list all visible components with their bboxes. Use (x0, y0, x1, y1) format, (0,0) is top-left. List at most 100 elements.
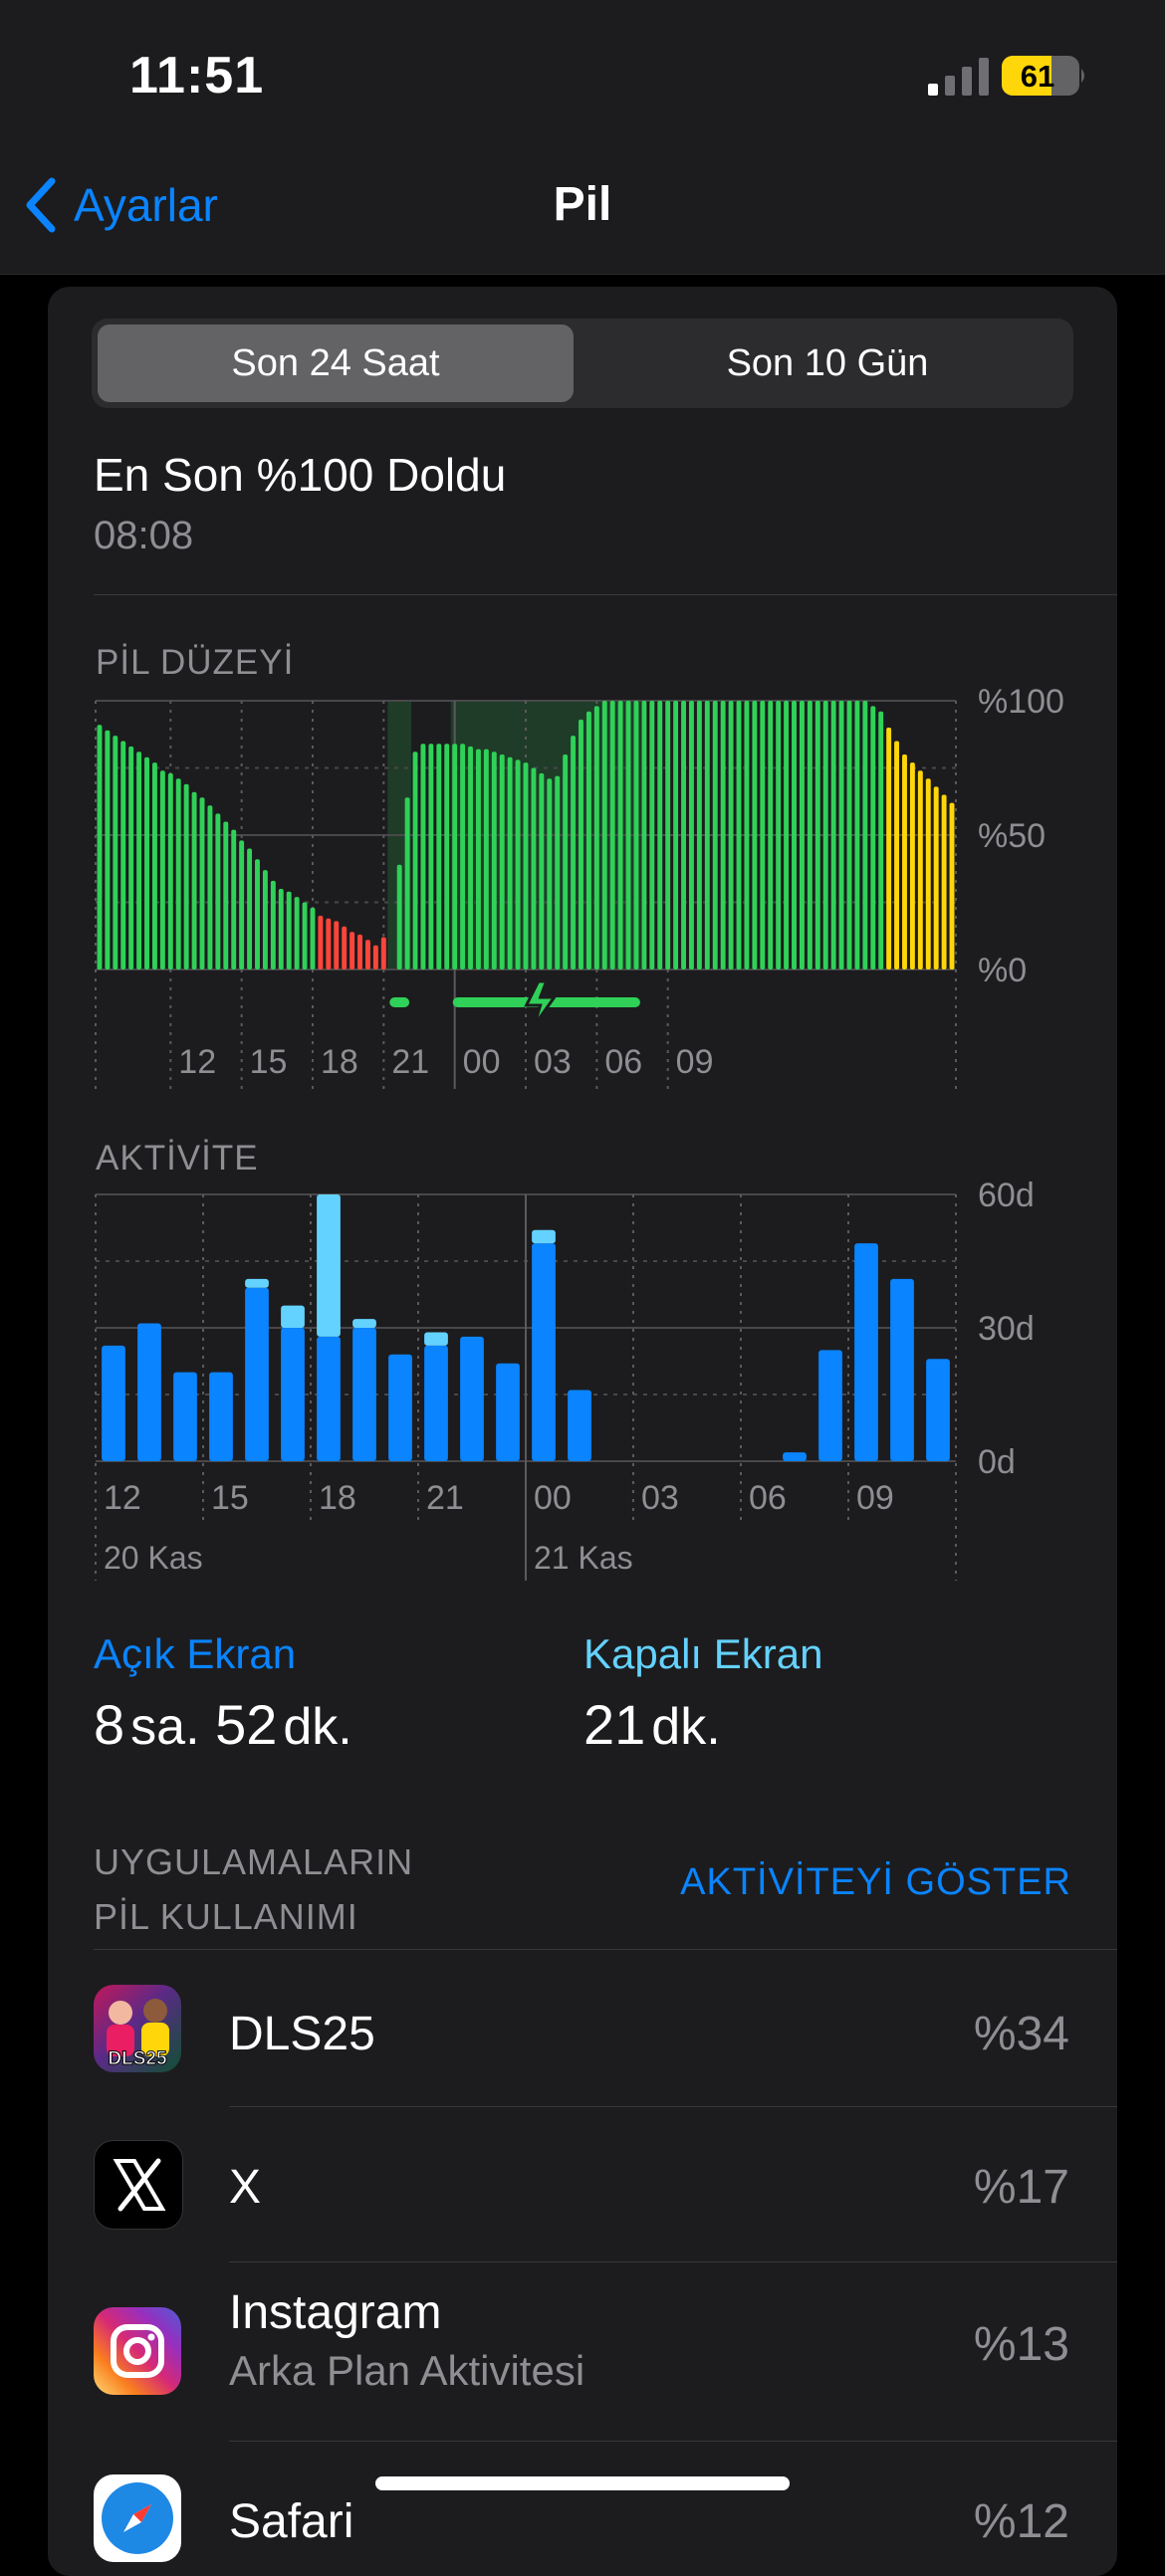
battery-bar (704, 701, 710, 969)
x-tick-label: 21 (391, 1043, 429, 1081)
back-label: Ayarlar (74, 179, 218, 231)
screen-on-bar (173, 1372, 197, 1461)
segment-last-10-days[interactable]: Son 10 Gün (726, 341, 929, 384)
screen-on-bar (388, 1354, 412, 1461)
battery-bar (665, 701, 671, 969)
battery-bar (428, 744, 434, 969)
battery-bar (105, 730, 111, 969)
show-activity-button[interactable]: AKTİVİTEYİ GÖSTER (680, 1861, 1071, 1903)
app-row-x[interactable]: X %17 (48, 2106, 1117, 2261)
app-usage-header: UYGULAMALARIN PİL KULLANIMI (94, 1834, 413, 1944)
battery-bar (113, 736, 118, 969)
screen-on-bar (496, 1363, 520, 1461)
x-tick-label: 18 (321, 1043, 358, 1081)
battery-bar (159, 770, 165, 969)
battery-bar (396, 864, 402, 969)
app-subtitle: Arka Plan Aktivitesi (229, 2347, 585, 2394)
battery-bar (175, 778, 181, 969)
battery-bar (593, 706, 599, 969)
screen-off-value: 21 dk. (583, 1692, 721, 1757)
battery-bar (223, 821, 229, 969)
battery-bar (925, 778, 931, 969)
app-percentage: %34 (973, 2008, 1069, 2060)
battery-bar (728, 701, 734, 969)
x-tick-label: 00 (463, 1043, 501, 1081)
battery-icon: 61 (1002, 56, 1084, 96)
screen-on-bar (532, 1243, 556, 1461)
battery-bar (776, 701, 782, 969)
battery-bar (523, 762, 529, 969)
cellular-signal-icon (928, 58, 989, 96)
app-percentage: %17 (973, 2161, 1069, 2214)
divider (94, 594, 1117, 595)
battery-bar (657, 701, 663, 969)
battery-bar (633, 701, 639, 969)
battery-bar (681, 701, 686, 969)
battery-bar (902, 754, 907, 969)
battery-bar (854, 701, 860, 969)
battery-bar (255, 859, 260, 969)
battery-bar (601, 701, 607, 969)
battery-bar (673, 701, 679, 969)
chevron-left-icon (26, 177, 56, 233)
x-tick-label: 12 (104, 1479, 141, 1517)
screen-off-bar (424, 1332, 448, 1346)
battery-bar (555, 775, 561, 969)
app-row-dls25[interactable]: DLS25 DLS25 %34 (48, 1951, 1117, 2106)
battery-level-chart[interactable]: 12 15 18 21 00 03 06 09 %100 %50 %0 (48, 287, 1117, 1113)
last-charged-title: En Son %100 Doldu (94, 449, 507, 501)
divider (229, 2261, 1117, 2262)
battery-bar (302, 902, 308, 969)
dls25-app-icon: DLS25 (94, 1985, 181, 2072)
app-row-instagram[interactable]: Instagram Arka Plan Aktivitesi %13 (48, 2261, 1117, 2441)
screen-on-bar (245, 1287, 269, 1461)
x-tick-label: 18 (319, 1479, 356, 1517)
battery-bar (436, 744, 442, 969)
app-usage-header-line1: UYGULAMALARIN (94, 1841, 414, 1882)
screen-on-hours: 8 (94, 1693, 125, 1756)
status-time: 11:51 (129, 47, 265, 105)
battery-bar (625, 701, 631, 969)
battery-bar (949, 802, 955, 969)
app-row-safari[interactable]: Safari %12 (48, 2441, 1117, 2576)
home-indicator[interactable] (375, 2476, 790, 2490)
y-tick-label: 0d (978, 1443, 1016, 1481)
battery-bar (878, 711, 884, 969)
x-app-icon (94, 2140, 183, 2230)
back-button[interactable]: Ayarlar (24, 175, 218, 235)
battery-bar (310, 907, 316, 969)
screen-on-bar (926, 1359, 950, 1461)
battery-bar (444, 744, 450, 969)
battery-bar (167, 772, 173, 969)
screen-on-bar (854, 1243, 878, 1461)
x-tick-label: 09 (676, 1043, 714, 1081)
battery-bar (350, 932, 355, 969)
battery-bar (286, 891, 292, 969)
battery-bar (807, 701, 813, 969)
app-percentage: %13 (973, 2318, 1069, 2371)
activity-chart[interactable]: 12 15 18 21 00 03 06 09 20 Kas 21 Kas 60d 30d 0d (48, 1113, 1117, 1909)
battery-bar (822, 701, 828, 969)
date-label: 21 Kas (534, 1540, 633, 1576)
charging-bolt-icon (524, 979, 558, 1026)
safari-app-icon (94, 2474, 181, 2562)
screen-off-bar (317, 1194, 341, 1337)
app-name: X (229, 2161, 262, 2214)
battery-bar (120, 741, 126, 969)
screen-on-bar (102, 1345, 125, 1461)
battery-bar (357, 934, 362, 969)
divider (94, 1949, 1117, 1950)
battery-percentage: 61 (1021, 59, 1054, 94)
screen-on-bar (281, 1328, 305, 1461)
battery-bar (491, 751, 497, 969)
battery-bar (689, 701, 694, 969)
segment-last-24-hours[interactable]: Son 24 Saat (98, 324, 574, 402)
battery-bar (247, 848, 253, 969)
time-range-segmented-control[interactable]: Son 24 Saat Son 10 Gün (92, 319, 1073, 408)
battery-bar (151, 762, 157, 969)
battery-bar (585, 711, 591, 969)
screen-on-label: Açık Ekran (94, 1630, 297, 1677)
page-title: Pil (553, 178, 612, 231)
y-tick-label: 60d (978, 1177, 1035, 1214)
battery-bar (420, 744, 426, 969)
